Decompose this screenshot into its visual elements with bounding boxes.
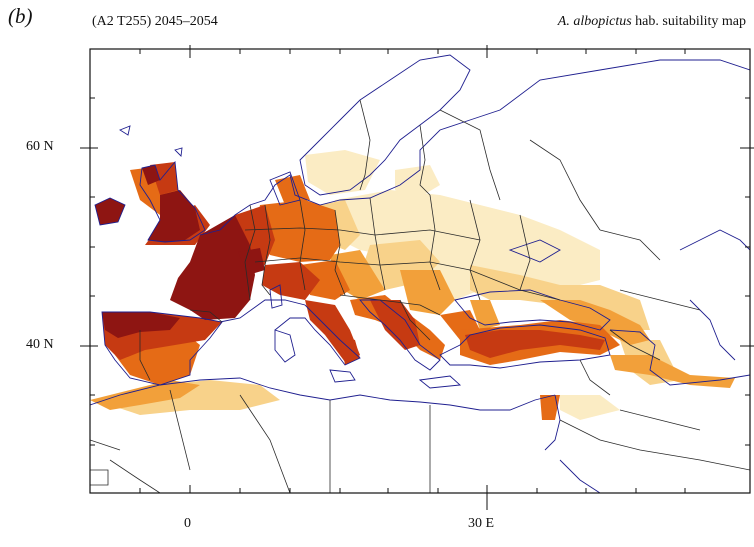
map-content [90,54,750,493]
scenario-period-label: (A2 T255) 2045–2054 [92,14,218,29]
suitability-highest-regions [95,165,265,338]
panel-label: (b) [8,4,33,28]
coastlines [90,54,750,493]
axis-ticks [80,45,754,510]
suitability-high-regions [102,162,605,365]
map-title-rest: hab. suitability map [631,14,746,29]
country-borders [90,99,750,493]
suitability-lowest-regions [305,150,620,420]
lat-label-40n: 40 N [26,337,54,352]
species-name: A. albopictus [557,14,632,29]
lat-label-60n: 60 N [26,139,54,154]
lon-label-0: 0 [184,516,191,531]
map-title: A. albopictus hab. suitability map [558,14,746,30]
map-frame [89,48,751,494]
lon-label-30e: 30 E [468,516,495,531]
